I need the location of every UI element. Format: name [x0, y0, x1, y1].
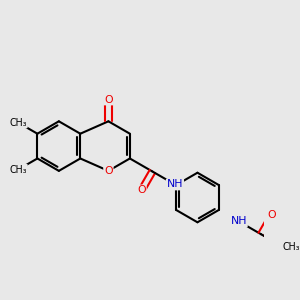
- Text: NH: NH: [167, 179, 183, 190]
- Text: O: O: [268, 210, 276, 220]
- Text: O: O: [137, 185, 146, 195]
- Text: O: O: [104, 166, 113, 176]
- Text: CH₃: CH₃: [9, 165, 27, 175]
- Text: CH₃: CH₃: [9, 118, 27, 128]
- Text: NH: NH: [230, 216, 247, 226]
- Text: CH₃: CH₃: [283, 242, 300, 252]
- Text: O: O: [104, 94, 113, 104]
